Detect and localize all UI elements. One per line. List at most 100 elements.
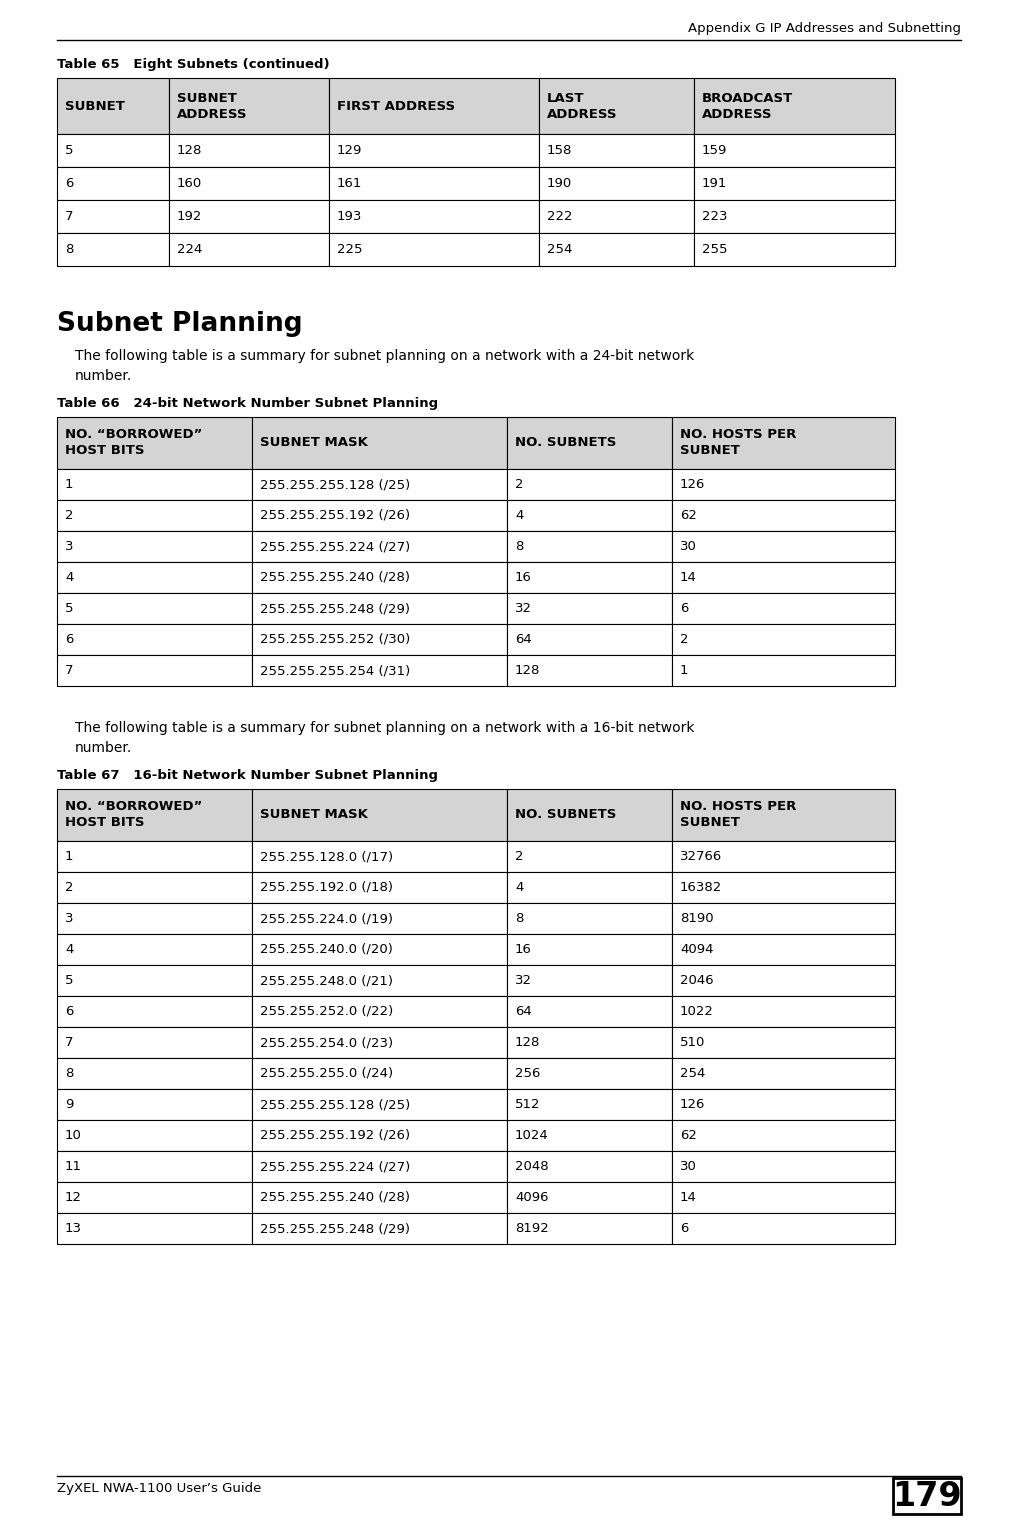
Bar [57,997,252,1027]
Text: NO. SUBNETS: NO. SUBNETS [515,436,616,450]
Bar [672,965,895,997]
Text: BROADCAST
ADDRESS: BROADCAST ADDRESS [702,91,793,120]
Text: 126: 126 [680,1097,705,1111]
Bar [57,500,252,530]
Text: 30: 30 [680,1160,697,1173]
Bar [252,418,507,469]
Text: 6: 6 [680,1222,688,1234]
Text: 14: 14 [680,572,697,584]
Text: 255.255.255.248 (/29): 255.255.255.248 (/29) [260,602,410,616]
Text: 9: 9 [65,1097,73,1111]
Bar [57,1090,252,1120]
Bar [57,1213,252,1244]
Bar [329,168,539,200]
Bar [252,904,507,934]
Text: NO. SUBNETS: NO. SUBNETS [515,809,616,821]
Bar [672,1183,895,1213]
Text: 255.255.255.252 (/30): 255.255.255.252 (/30) [260,632,410,646]
Text: 6: 6 [65,1004,73,1018]
Bar [507,530,672,562]
Bar [507,623,672,655]
Text: 255.255.255.248 (/29): 255.255.255.248 (/29) [260,1222,410,1234]
Bar [57,1058,252,1090]
Text: SUBNET
ADDRESS: SUBNET ADDRESS [177,91,247,120]
Text: 8: 8 [515,539,523,553]
Bar [672,1151,895,1183]
Text: 255.255.224.0 (/19): 255.255.224.0 (/19) [260,911,393,925]
Text: 8: 8 [515,911,523,925]
Bar [672,530,895,562]
Bar [57,233,169,267]
Text: 16: 16 [515,572,531,584]
Bar [252,1058,507,1090]
Bar [252,623,507,655]
Text: 16382: 16382 [680,881,722,895]
Text: 161: 161 [337,177,362,190]
Text: 255.255.255.240 (/28): 255.255.255.240 (/28) [260,572,410,584]
Bar [57,1151,252,1183]
Text: 2: 2 [65,881,73,895]
Bar [694,200,895,233]
Text: NO. “BORROWED”
HOST BITS: NO. “BORROWED” HOST BITS [65,428,203,457]
Bar [252,841,507,872]
Bar [893,1478,961,1513]
Bar [57,418,252,469]
Text: The following table is a summary for subnet planning on a network with a 24-bit : The following table is a summary for sub… [75,349,694,363]
Bar [507,469,672,500]
Text: 223: 223 [702,210,728,223]
Bar [507,1183,672,1213]
Bar [694,134,895,168]
Bar [507,1058,672,1090]
Bar [57,904,252,934]
Text: LAST
ADDRESS: LAST ADDRESS [547,91,618,120]
Bar [672,1027,895,1058]
Text: 32766: 32766 [680,850,722,863]
Bar [507,841,672,872]
Bar [507,789,672,841]
Bar [57,1027,252,1058]
Text: 159: 159 [702,143,728,157]
Text: 5: 5 [65,143,73,157]
Bar [672,789,895,841]
Text: 128: 128 [515,1036,541,1049]
Text: 190: 190 [547,177,572,190]
Bar [329,134,539,168]
Text: 2: 2 [515,479,523,491]
Text: 222: 222 [547,210,572,223]
Bar [252,789,507,841]
Bar [672,1120,895,1151]
Text: 128: 128 [177,143,203,157]
Text: 255.255.255.224 (/27): 255.255.255.224 (/27) [260,1160,410,1173]
Text: 254: 254 [547,242,572,256]
Text: 255.255.128.0 (/17): 255.255.128.0 (/17) [260,850,393,863]
Text: SUBNET: SUBNET [65,99,125,113]
Bar [252,530,507,562]
Bar [672,904,895,934]
Text: 4: 4 [515,881,523,895]
Bar [329,233,539,267]
Text: The following table is a summary for subnet planning on a network with a 16-bit : The following table is a summary for sub… [75,721,694,735]
Bar [57,1120,252,1151]
Bar [252,655,507,686]
Bar [672,418,895,469]
Text: 7: 7 [65,210,73,223]
Text: 4094: 4094 [680,943,714,956]
Text: 8: 8 [65,242,73,256]
Bar [57,655,252,686]
Text: 8190: 8190 [680,911,714,925]
Bar [672,655,895,686]
Text: 4: 4 [65,572,73,584]
Text: 62: 62 [680,509,697,523]
Bar [694,233,895,267]
Bar [252,500,507,530]
Text: 1024: 1024 [515,1129,549,1141]
Text: NO. HOSTS PER
SUBNET: NO. HOSTS PER SUBNET [680,428,796,457]
Bar [252,997,507,1027]
Text: number.: number. [75,741,132,754]
Bar [252,934,507,965]
Bar [252,1183,507,1213]
Text: 4: 4 [65,943,73,956]
Bar [252,593,507,623]
Text: 255.255.192.0 (/18): 255.255.192.0 (/18) [260,881,393,895]
Text: 7: 7 [65,664,73,677]
